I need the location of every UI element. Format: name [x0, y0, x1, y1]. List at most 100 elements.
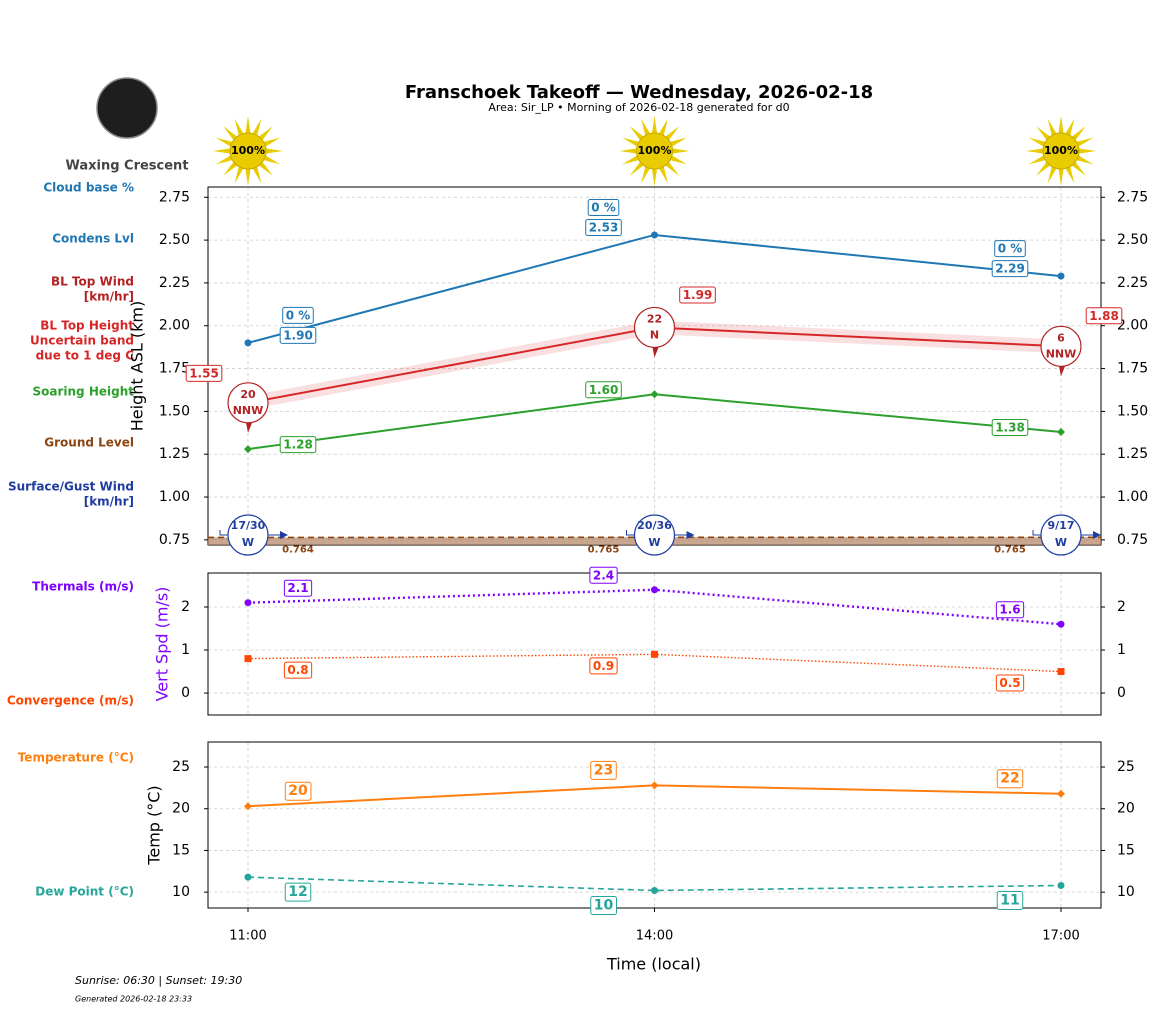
surface-wind: 17/30	[231, 519, 266, 532]
y-tick-label: 1.25	[1117, 446, 1148, 462]
marker	[244, 873, 252, 881]
y-tick-label: 2	[1117, 599, 1126, 615]
sun-ray	[264, 148, 283, 154]
marker	[1057, 272, 1065, 280]
wind-badge: 22 N	[633, 306, 676, 358]
sun-ray	[658, 165, 668, 184]
y-tick-label: 1.75	[159, 361, 190, 377]
row-label: due to 1 deg C	[36, 349, 135, 363]
sun-ray	[671, 148, 690, 154]
value-label-box	[589, 566, 618, 584]
value-label-box	[996, 890, 1024, 910]
value-label: 1.60	[589, 383, 619, 397]
sun	[636, 132, 673, 170]
value-label: 0.8	[287, 663, 308, 677]
value-label-box	[991, 260, 1029, 278]
value-label-box	[279, 326, 317, 344]
marker	[1057, 427, 1065, 436]
value-label: 1.6	[999, 603, 1020, 617]
sun-ray	[223, 126, 239, 142]
cloud-base-label-box	[587, 198, 620, 216]
plot-frame	[207, 186, 1102, 546]
value-label-box	[283, 661, 313, 679]
y-tick-label: 2.00	[159, 318, 190, 334]
y-tick-label: 1.00	[159, 489, 190, 505]
sun-ray	[668, 137, 687, 148]
sun-ray	[215, 137, 234, 148]
wind-arrow	[652, 347, 659, 358]
sun-ray	[215, 154, 234, 165]
y-tick-label: 2.00	[1117, 318, 1148, 334]
row-label: Temperature (°C)	[18, 751, 134, 765]
sun-ray	[257, 126, 273, 142]
marker	[651, 586, 658, 594]
marker	[1057, 881, 1065, 889]
sun-ray	[257, 160, 273, 176]
value-label-box	[679, 286, 716, 304]
wind-dir: N	[650, 328, 659, 341]
value-label: 0.765	[588, 544, 620, 555]
sun	[229, 132, 267, 170]
sun-ray	[245, 116, 251, 135]
value-label: 11	[1000, 892, 1019, 908]
sun-ray	[641, 118, 651, 137]
sun-ray	[223, 160, 239, 176]
value-label: 1.88	[1089, 309, 1119, 323]
y-tick-label: 10	[172, 884, 190, 900]
value-label: 2.53	[589, 220, 619, 234]
marker	[650, 781, 659, 790]
wind-badge: 20 NNW	[227, 382, 269, 433]
sun-ray	[651, 167, 658, 186]
value-label-box	[589, 657, 618, 675]
x-tick-label: 17:00	[1042, 929, 1079, 944]
sun-ray	[262, 137, 281, 148]
value-label: 2.1	[287, 581, 308, 595]
value-label-box	[284, 882, 312, 902]
sun-label: 100%	[638, 144, 672, 157]
sun-times: Sunrise: 06:30 | Sunset: 19:30	[75, 974, 242, 987]
y-tick-label: 0	[181, 685, 190, 701]
value-label-box	[1085, 307, 1123, 325]
sun-ray	[1036, 160, 1052, 176]
generated: Generated 2026-02-18 23:33	[75, 995, 192, 1004]
cloud-base-label-box	[282, 306, 314, 324]
sun-ray	[629, 126, 645, 142]
cloud-base-label: 0 %	[286, 308, 311, 322]
y-axis-label: Temp (°C)	[145, 785, 164, 865]
surface-arrow-head	[280, 531, 288, 539]
wind-speed: 20	[240, 388, 256, 401]
y-tick-label: 25	[172, 759, 190, 775]
y-tick-label: 1	[181, 642, 190, 658]
y-tick-label: 1.50	[1117, 403, 1148, 419]
surface-wind: 20/36	[637, 519, 672, 532]
row-label: [km/hr]	[84, 290, 134, 304]
surface-wind-dir: W	[1055, 536, 1067, 549]
marker	[244, 445, 252, 454]
sun-ray	[1075, 154, 1094, 165]
wind-dir: NNW	[1046, 347, 1077, 360]
wind-badge: 6 NNW	[1040, 325, 1082, 377]
sun-ray	[619, 148, 638, 154]
value-label: 1.55	[189, 366, 219, 380]
y-tick-label: 0.75	[1117, 532, 1148, 548]
sun-ray	[1026, 148, 1045, 154]
sun-ray	[629, 160, 645, 176]
series-line	[247, 876, 1062, 892]
sun-label: 100%	[1044, 144, 1078, 157]
value-label-box	[585, 218, 622, 236]
wind-arrow	[1059, 366, 1065, 377]
row-label: Dew Point (°C)	[35, 885, 134, 899]
sun-ray	[234, 118, 245, 137]
marker	[1057, 668, 1065, 676]
surface-wind-circle	[1040, 514, 1082, 556]
sun-ray	[1047, 118, 1058, 137]
value-label: 22	[1000, 771, 1019, 787]
marker	[651, 886, 658, 894]
sun-ray	[622, 154, 641, 165]
value-label: 0.5	[999, 676, 1020, 690]
marker	[651, 231, 658, 239]
value-label-box	[590, 895, 617, 915]
value-label: 1.28	[283, 438, 313, 452]
moon-phase: Waxing Crescent	[65, 159, 188, 174]
